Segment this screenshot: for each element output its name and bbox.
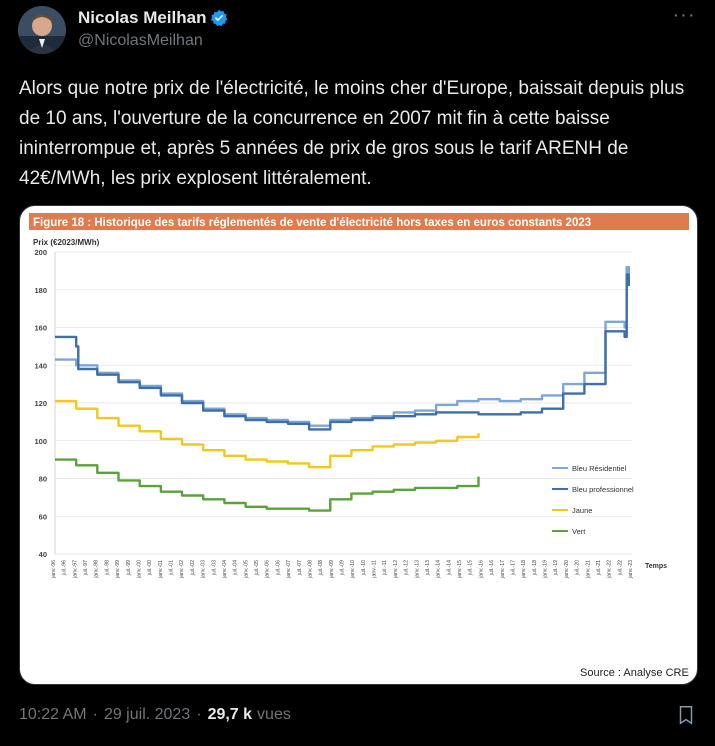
tweet-date[interactable]: 29 juil. 2023 [103, 706, 191, 723]
x-tick-label: janv.-22 [607, 560, 613, 579]
x-tick-label: janv.-96 [51, 560, 57, 579]
x-tick-label: juil.-02 [190, 560, 196, 576]
author-name[interactable]: Nicolas Meilhan [78, 8, 207, 27]
x-tick-label: juil.-14 [446, 560, 452, 576]
x-tick-label: janv.-21 [585, 560, 591, 579]
x-tick-label: juil.-99 [126, 560, 132, 576]
verified-badge-icon [211, 9, 228, 27]
x-tick-label: juil.-03 [211, 560, 217, 576]
x-tick-label: janv.-18 [521, 560, 527, 579]
tweet-metadata: 10:22 AM · 29 juil. 2023 · 29,7 k vues [19, 706, 291, 724]
x-tick-label: janv.-15 [457, 560, 463, 579]
x-tick-label: juil.-01 [169, 560, 175, 576]
y-axis-label: Prix (€2023/MWh) [33, 238, 100, 247]
x-tick-label: juil.-00 [147, 560, 153, 576]
y-tick-label: 40 [39, 550, 47, 559]
x-tick-label: juil.-12 [404, 560, 410, 576]
x-tick-label: janv.-12 [393, 560, 399, 579]
legend-label: Bleu professionnel [572, 485, 634, 494]
x-tick-label: juil.-17 [510, 560, 516, 576]
y-ticks: 40 60 80 100 120 140 160 180 200 [34, 248, 47, 559]
price-history-chart: Figure 18 : Historique des tarifs réglem… [29, 213, 689, 679]
x-tick-label: juil.-97 [83, 560, 89, 576]
chart-title: Figure 18 : Historique des tarifs réglem… [33, 217, 591, 229]
y-tick-label: 160 [34, 324, 47, 333]
legend-label: Vert [572, 527, 586, 536]
x-tick-label: juil.-18 [532, 560, 538, 576]
x-tick-label: janv.-09 [329, 560, 335, 579]
y-tick-label: 200 [34, 248, 47, 257]
series-line [55, 265, 630, 427]
x-tick-label: janv.-98 [94, 560, 100, 579]
series-line [55, 273, 630, 431]
x-tick-label: janv.-07 [286, 560, 292, 579]
x-tick-label: janv.-05 [243, 560, 249, 579]
author-handle[interactable]: @NicolasMeilhan [78, 32, 203, 49]
x-tick-label: juil.-09 [340, 560, 346, 576]
x-tick-label: juil.-16 [489, 560, 495, 576]
chart-legend: Bleu Résidentiel Bleu professionnel Jaune V… [552, 464, 634, 536]
x-axis-label: Temps [645, 563, 667, 570]
y-tick-label: 180 [34, 286, 47, 295]
x-tick-label: janv.-08 [307, 560, 313, 579]
bookmark-icon[interactable] [675, 704, 697, 726]
x-tick-label: janv.-99 [115, 560, 121, 579]
chart-source: Source : Analyse CRE [580, 667, 689, 679]
x-tick-label: juil.-13 [425, 560, 431, 576]
x-ticks: janv.-96 juil.-96 janv.-97 juil.-97 janv.-98… [51, 560, 634, 579]
x-tick-label: janv.-20 [564, 560, 570, 579]
tweet-time[interactable]: 10:22 AM [19, 706, 87, 723]
x-tick-label: janv.-10 [350, 560, 356, 579]
views-label: vues [257, 706, 291, 723]
y-tick-label: 100 [34, 437, 47, 446]
series-line [55, 458, 480, 512]
y-tick-label: 80 [39, 475, 47, 484]
x-tick-label: juil.-10 [361, 560, 367, 576]
x-tick-label: juil.-08 [318, 560, 324, 576]
tweet-text: Alors que notre prix de l'électricité, l… [19, 78, 685, 189]
x-tick-label: juil.-06 [275, 560, 281, 576]
tweet-image[interactable]: Figure 18 : Historique des tarifs réglem… [19, 205, 698, 685]
x-tick-label: juil.-15 [468, 560, 474, 576]
figure-header-bar [29, 213, 689, 230]
x-tick-label: juil.-96 [62, 560, 68, 576]
x-tick-label: janv.-14 [436, 560, 442, 579]
series-line [55, 399, 480, 469]
x-tick-label: janv.-04 [222, 560, 228, 579]
chart-series [55, 265, 630, 512]
x-tick-label: juil.-05 [254, 560, 260, 576]
x-tick-label: janv.-06 [265, 560, 271, 579]
x-tick-label: juil.-19 [553, 560, 559, 576]
chart-grid [54, 251, 632, 555]
y-tick-label: 120 [34, 399, 47, 408]
x-tick-label: janv.-16 [478, 560, 484, 579]
legend-label: Bleu Résidentiel [572, 464, 627, 473]
separator-dot: · [92, 706, 98, 723]
legend-label: Jaune [572, 506, 592, 515]
x-tick-label: juil.-21 [596, 560, 602, 576]
more-options-icon[interactable]: ··· [672, 4, 696, 26]
x-tick-label: janv.-23 [628, 560, 634, 579]
x-tick-label: janv.-01 [158, 560, 164, 579]
separator-dot: · [196, 706, 202, 723]
x-tick-label: janv.-13 [414, 560, 420, 579]
x-tick-label: janv.-97 [72, 560, 78, 579]
x-tick-label: juil.-11 [382, 560, 388, 576]
views-count: 29,7 k [207, 706, 253, 723]
x-tick-label: juil.-20 [575, 560, 581, 576]
x-tick-label: janv.-00 [136, 560, 142, 579]
y-tick-label: 140 [34, 361, 47, 370]
x-tick-label: juil.-98 [104, 560, 110, 576]
avatar[interactable] [18, 6, 66, 54]
x-tick-label: janv.-11 [372, 560, 378, 579]
x-tick-label: janv.-17 [500, 560, 506, 579]
x-tick-label: juil.-07 [297, 560, 303, 576]
x-tick-label: janv.-03 [201, 560, 207, 579]
x-tick-label: juil.-04 [233, 560, 239, 576]
x-tick-label: juil.-22 [617, 560, 623, 576]
author-name-row[interactable]: Nicolas Meilhan [78, 8, 228, 28]
y-tick-label: 60 [39, 512, 47, 521]
x-tick-label: janv.-19 [543, 560, 549, 579]
x-tick-label: janv.-02 [179, 560, 185, 579]
